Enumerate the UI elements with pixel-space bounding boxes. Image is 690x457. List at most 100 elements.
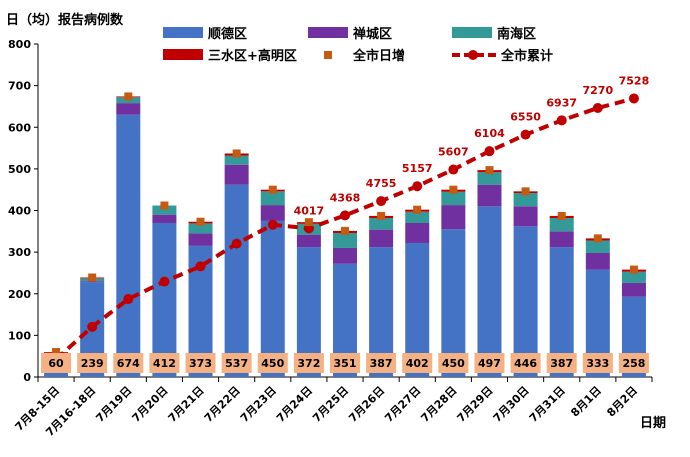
y-tick-label: 800 — [8, 38, 31, 51]
x-tick-label: 7月24日 — [274, 384, 315, 425]
bar-segment — [405, 211, 430, 223]
bar-segment — [152, 205, 177, 215]
daily-new-label: 351 — [334, 357, 357, 370]
legend-swatch-sanshui-gaoming — [163, 49, 203, 60]
x-tick-label: 7月28日 — [418, 384, 459, 425]
daily-new-marker — [196, 217, 205, 226]
bar-segment — [152, 222, 177, 377]
cumulative-label: 5607 — [438, 146, 469, 159]
daily-new-label: 497 — [478, 357, 501, 370]
x-tick-label: 8月2日 — [604, 384, 640, 420]
cumulative-label: 6937 — [546, 96, 577, 109]
daily-new-label-box — [618, 353, 649, 373]
cumulative-point — [592, 103, 603, 114]
daily-new-label: 373 — [189, 357, 212, 370]
y-tick-label: 600 — [8, 121, 31, 134]
cumulative-point — [556, 115, 567, 126]
cumulative-point — [159, 276, 170, 287]
bar-segment — [477, 172, 502, 185]
bar-segment — [621, 282, 646, 297]
daily-new-label-box — [366, 353, 397, 373]
bar-segment — [152, 214, 177, 223]
daily-new-label-box — [438, 353, 469, 373]
y-tick-label: 700 — [8, 80, 31, 93]
y-tick-label: 300 — [8, 246, 31, 259]
x-tick-label: 7月29日 — [455, 384, 496, 425]
daily-new-label-box — [546, 353, 577, 373]
legend-label-sanshui-gaoming: 三水区+高明区 — [208, 49, 297, 64]
cumulative-label: 4755 — [366, 177, 397, 190]
daily-new-label: 674 — [117, 357, 140, 370]
daily-new-label-box — [402, 353, 433, 373]
daily-new-label-box — [221, 353, 252, 373]
bar-segment — [441, 229, 466, 377]
daily-new-marker — [413, 205, 422, 214]
x-tick-label: 7月30日 — [491, 384, 532, 425]
daily-new-marker — [377, 211, 386, 220]
daily-new-marker — [449, 185, 458, 194]
cumulative-point — [484, 146, 495, 157]
bar-segment — [296, 234, 321, 248]
bar-segment — [585, 252, 610, 270]
bar-segment — [224, 164, 249, 185]
bar-segment — [621, 271, 646, 283]
bar-segment — [333, 247, 357, 264]
cumulative-point — [628, 93, 639, 104]
daily-new-label: 387 — [550, 357, 573, 370]
y-axis-title: 日（均）报告病例数 — [6, 13, 124, 28]
legend-item-daily-new: 全市日增 — [308, 45, 405, 64]
daily-new-label: 372 — [297, 357, 320, 370]
bar-segment — [513, 206, 538, 227]
cumulative-line — [54, 96, 635, 361]
legend-label-daily-new: 全市日增 — [353, 49, 406, 64]
daily-new-label-box — [113, 353, 144, 373]
y-tick-label: 0 — [23, 371, 31, 384]
legend-label-shunde: 顺德区 — [208, 27, 248, 42]
daily-new-label: 450 — [442, 357, 465, 370]
legend-swatch-nanhai — [452, 27, 492, 38]
daily-new-label: 258 — [622, 357, 645, 370]
bar-segment — [549, 217, 574, 232]
daily-new-marker — [304, 218, 313, 227]
daily-new-label-box — [41, 353, 72, 373]
legend-swatch-shunde — [163, 27, 203, 38]
x-axis-title: 日期 — [640, 416, 667, 431]
bar-segment — [369, 229, 394, 248]
daily-new-label: 537 — [225, 357, 248, 370]
cumulative-label: 7270 — [583, 84, 614, 97]
bar-segment — [513, 226, 538, 377]
daily-new-marker — [629, 265, 638, 274]
y-tick-label: 100 — [8, 329, 31, 342]
daily-new-label-box — [330, 353, 360, 373]
cumulative-label: 5157 — [402, 162, 433, 175]
cumulative-point — [412, 181, 423, 192]
bar-segment — [224, 155, 249, 165]
cumulative-point — [267, 219, 278, 230]
daily-new-label-box — [185, 353, 216, 373]
x-tick-label: 7月20日 — [130, 384, 171, 425]
legend-item-nanhai: 南海区 — [452, 23, 536, 42]
cumulative-point — [87, 321, 98, 332]
cumulative-label: 7528 — [619, 74, 650, 87]
legend-swatch-chancheng — [308, 27, 348, 38]
daily-new-marker — [124, 92, 133, 101]
daily-new-label: 450 — [261, 357, 284, 370]
daily-new-marker — [593, 234, 602, 243]
cumulative-point — [340, 210, 350, 221]
x-tick-label: 8月1日 — [568, 384, 604, 420]
daily-new-marker — [160, 201, 169, 210]
bar-segment — [260, 220, 285, 377]
daily-new-label-box — [582, 353, 613, 373]
daily-new-label: 333 — [586, 357, 609, 370]
legend-swatch-daily-new — [324, 50, 332, 59]
cumulative-point — [376, 196, 387, 207]
cumulative-point — [520, 129, 531, 140]
daily-new-label: 446 — [514, 357, 537, 370]
bar-segment — [549, 231, 574, 248]
x-tick-label: 7月31日 — [527, 384, 568, 425]
bar-segment — [260, 205, 285, 221]
bar-segment — [477, 206, 502, 377]
x-tick-label: 7月23日 — [238, 384, 279, 425]
daily-new-marker — [521, 187, 530, 196]
